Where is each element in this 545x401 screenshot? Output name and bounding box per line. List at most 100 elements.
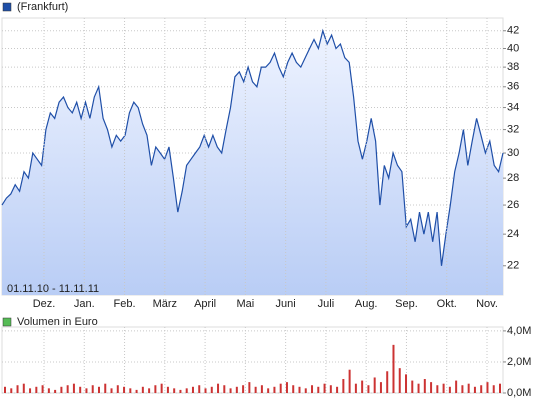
volume-bar	[110, 388, 113, 393]
volume-bar	[392, 344, 395, 393]
volume-bar	[317, 386, 320, 393]
volume-bar	[123, 386, 126, 393]
volume-bar	[348, 369, 351, 393]
volume-bar	[179, 389, 182, 393]
legend-swatch	[2, 317, 12, 327]
volume-bar	[198, 385, 201, 393]
volume-bar	[160, 383, 163, 393]
x-tick-label: Aug.	[355, 298, 378, 310]
volume-bar	[442, 383, 445, 393]
volume-bar	[304, 388, 307, 393]
volume-bar	[229, 388, 232, 393]
volume-bar	[91, 385, 94, 393]
price-line	[1, 28, 504, 266]
volume-bar	[248, 382, 251, 393]
volume-bar	[254, 386, 257, 393]
y-tick-label: 28	[507, 172, 519, 184]
volume-bar	[173, 388, 176, 393]
volume-bar	[135, 389, 138, 393]
y-tick-label: 22	[507, 260, 519, 272]
volume-bar	[405, 374, 408, 393]
volume-bar	[480, 385, 483, 393]
y-tick-label: 30	[507, 147, 519, 159]
x-tick-label: März	[153, 298, 177, 310]
volume-bar	[85, 388, 88, 393]
y-tick-label: 36	[507, 81, 519, 93]
volume-bar	[473, 386, 476, 393]
volume-bar	[361, 380, 364, 393]
x-tick-label: Dez.	[33, 298, 56, 310]
x-tick-label: Okt.	[437, 298, 457, 310]
y-tick-label: 2,0M	[507, 356, 531, 368]
volume-bar	[455, 380, 458, 393]
volume-bar	[204, 388, 207, 393]
volume-bar	[386, 371, 389, 393]
volume-bar	[191, 386, 194, 393]
volume-bar	[467, 383, 470, 393]
legend-swatch	[2, 2, 12, 12]
volume-bar	[22, 383, 25, 393]
volume-bar	[267, 388, 270, 393]
volume-bar	[16, 385, 19, 393]
x-tick-label: Juni	[276, 298, 296, 310]
volume-bar	[185, 388, 188, 393]
y-tick-label: 26	[507, 199, 519, 211]
volume-bar	[398, 368, 401, 393]
volume-bar	[79, 386, 82, 393]
volume-bar	[430, 382, 433, 393]
y-tick-label: 38	[507, 61, 519, 73]
volume-bar	[492, 385, 495, 393]
legend-label: (Frankfurt)	[17, 1, 68, 13]
x-tick-label: Jan.	[74, 298, 95, 310]
price-area	[2, 30, 503, 296]
volume-bar	[129, 388, 132, 393]
volume-bar	[116, 385, 119, 393]
volume-bar	[354, 383, 357, 393]
volume-bar	[141, 386, 144, 393]
volume-bar	[423, 379, 426, 393]
volume-bar	[448, 386, 451, 393]
volume-bar	[342, 379, 345, 393]
volume-bar	[292, 385, 295, 393]
volume-bar	[217, 383, 220, 393]
volume-bar	[66, 385, 69, 393]
volume-bar	[336, 386, 339, 393]
volume-bar	[285, 382, 288, 393]
y-tick-label: 24	[507, 228, 519, 240]
volume-bar	[104, 383, 107, 393]
volume-bar	[41, 385, 44, 393]
y-tick-label: 40	[507, 42, 519, 54]
x-tick-label: Nov.	[476, 298, 498, 310]
volume-bar	[72, 383, 75, 393]
volume-bar	[242, 385, 245, 393]
x-tick-label: Mai	[236, 298, 254, 310]
volume-bar	[148, 388, 151, 393]
volume-bar	[417, 383, 420, 393]
volume-bar	[499, 383, 501, 393]
volume-bar	[298, 386, 301, 393]
y-tick-label: 0,0M	[507, 387, 531, 399]
y-tick-label: 42	[507, 25, 519, 37]
volume-bar	[223, 385, 226, 393]
volume-bar	[311, 385, 314, 393]
x-tick-label: Feb.	[114, 298, 136, 310]
y-tick-label: 32	[507, 123, 519, 135]
legend-label: Volumen in Euro	[17, 316, 98, 328]
volume-bar	[436, 385, 439, 393]
volume-bar	[367, 385, 370, 393]
volume-bar	[323, 383, 326, 393]
volume-bar	[273, 386, 276, 393]
volume-bar	[47, 388, 50, 393]
volume-bar	[486, 382, 489, 393]
volume-bar	[97, 386, 100, 393]
volume-frame	[1, 326, 504, 394]
volume-bar	[379, 382, 382, 393]
volume-bar	[29, 388, 32, 393]
y-tick-label: 34	[507, 101, 519, 113]
volume-bar	[35, 386, 38, 393]
x-tick-label: Juli	[318, 298, 335, 310]
volume-bar	[260, 385, 263, 393]
date-range: 01.11.10 - 11.11.11	[7, 283, 99, 295]
